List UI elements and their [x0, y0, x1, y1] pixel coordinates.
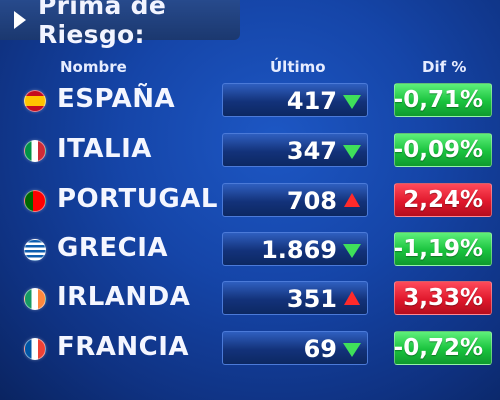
last-value: 1.869	[261, 236, 337, 264]
dif-box: -1,19%	[394, 232, 492, 266]
page-title: Prima de Riesgo:	[38, 0, 167, 49]
table-row: IRLANDA 351 3,33%	[0, 278, 500, 318]
dif-box: 3,33%	[394, 281, 492, 315]
last-value-box: 347	[222, 133, 368, 167]
country-name: GRECIA	[57, 233, 168, 263]
down-arrow-icon	[343, 244, 361, 258]
dif-value: -0,71%	[393, 87, 483, 113]
last-value: 417	[286, 87, 337, 115]
last-value: 347	[286, 137, 337, 165]
dif-value: 2,24%	[403, 187, 483, 213]
up-arrow-icon	[344, 193, 360, 207]
table-row: FRANCIA 69 -0,72%	[0, 328, 500, 368]
table-row: ESPAÑA 417 -0,71%	[0, 80, 500, 120]
country-name: ESPAÑA	[57, 84, 176, 114]
last-value-box: 69	[222, 331, 368, 365]
table-row: PORTUGAL 708 2,24%	[0, 180, 500, 220]
dif-box: 2,24%	[394, 183, 492, 217]
france-flag-icon	[24, 338, 46, 360]
last-value-box: 1.869	[222, 232, 368, 266]
last-value-box: 417	[222, 83, 368, 117]
down-arrow-icon	[343, 145, 361, 159]
country-name: ITALIA	[57, 134, 152, 164]
table-row: ITALIA 347 -0,09%	[0, 130, 500, 170]
dif-value: -0,72%	[393, 335, 483, 361]
spain-flag-icon	[24, 90, 46, 112]
column-header-dif: Dif %	[422, 58, 467, 76]
up-arrow-icon	[344, 291, 360, 305]
table-row: GRECIA 1.869 -1,19%	[0, 229, 500, 269]
country-name: FRANCIA	[57, 332, 190, 362]
title-bar: Prima de Riesgo:	[0, 0, 240, 49]
ireland-flag-icon	[24, 288, 46, 310]
dif-box: -0,71%	[394, 83, 492, 117]
dif-box: -0,72%	[394, 331, 492, 365]
italy-flag-icon	[24, 140, 46, 162]
dif-value: -0,09%	[393, 137, 483, 163]
greece-flag-icon	[24, 239, 46, 261]
last-value-box: 708	[222, 183, 368, 217]
dif-box: -0,09%	[394, 133, 492, 167]
dif-value: 3,33%	[403, 285, 483, 311]
last-value: 69	[303, 335, 337, 363]
country-name: IRLANDA	[57, 282, 191, 312]
column-header-last: Último	[270, 58, 326, 76]
column-header-name: Nombre	[60, 58, 127, 76]
down-arrow-icon	[343, 343, 361, 357]
portugal-flag-icon	[24, 190, 46, 212]
last-value: 351	[286, 285, 337, 313]
country-name: PORTUGAL	[57, 184, 218, 214]
last-value-box: 351	[222, 281, 368, 315]
play-arrow-icon	[14, 11, 26, 29]
last-value: 708	[286, 187, 337, 215]
dif-value: -1,19%	[393, 236, 483, 262]
down-arrow-icon	[343, 95, 361, 109]
